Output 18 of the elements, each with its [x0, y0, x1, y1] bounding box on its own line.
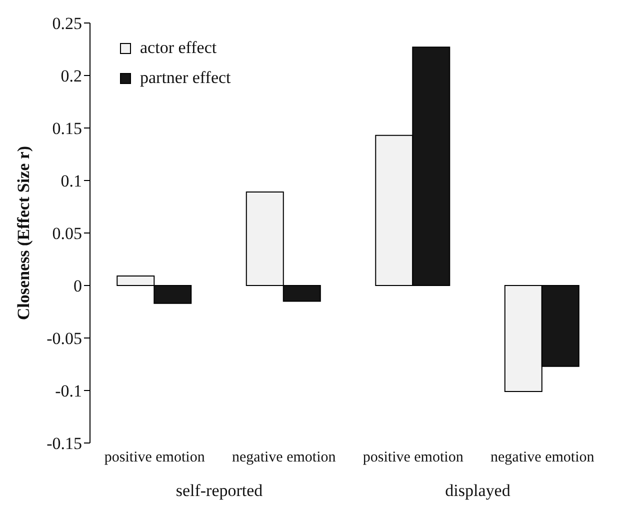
x-tick-label: negative emotion [490, 450, 595, 466]
y-tick-label: 0 [74, 276, 82, 296]
legend-label: actor effect [140, 38, 217, 58]
y-tick-label: 0.15 [52, 119, 82, 138]
y-tick-label: 0.2 [60, 66, 82, 86]
x-tick-label: positive emotion [104, 450, 206, 466]
y-tick-label: -0.05 [46, 329, 82, 348]
y-tick-label: -0.15 [46, 434, 82, 454]
y-tick-label: 0.25 [52, 14, 82, 34]
legend-label: partner effect [140, 68, 231, 88]
text: self-reported [174, 481, 264, 501]
text: displayed [444, 481, 512, 501]
y-axis-title: Closeness (Effect Size r) [14, 146, 34, 320]
y-tick-label: 0.1 [60, 172, 82, 191]
y-tick-label: -0.1 [55, 382, 82, 401]
x-tick-label: negative emotion [232, 450, 336, 466]
y-tick-label: 0.05 [52, 224, 82, 244]
x-tick-label: positive emotion [362, 450, 464, 466]
